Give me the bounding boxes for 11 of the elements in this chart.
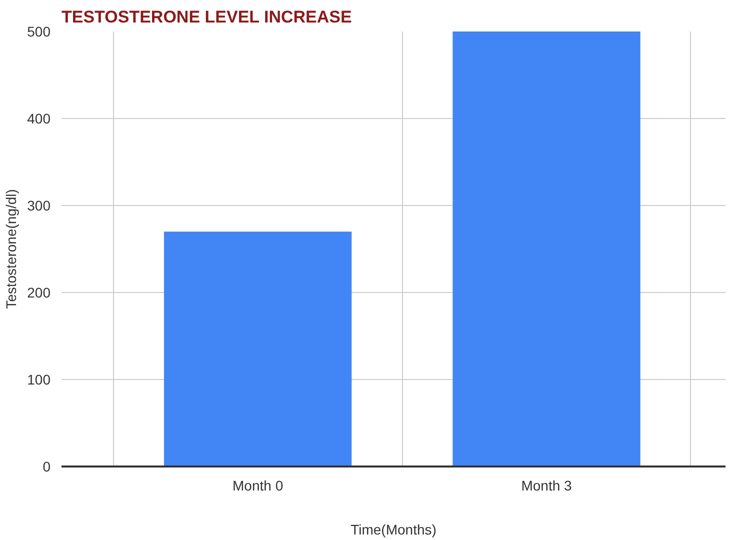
chart-title: TESTOSTERONE LEVEL INCREASE (62, 8, 352, 26)
y-tick-label: 300 (27, 198, 51, 214)
y-tick-label: 500 (27, 24, 51, 40)
y-tick-label: 200 (27, 284, 51, 300)
x-tick-label: Month 0 (232, 478, 284, 494)
x-tick-label: Month 3 (521, 478, 572, 494)
y-tick-label: 400 (27, 110, 51, 126)
x-axis-title: Time(Months) (350, 522, 436, 538)
y-tick-label: 0 (42, 458, 51, 474)
y-axis-title: Testosterone(ng/dl) (3, 189, 20, 309)
y-tick-label: 100 (27, 372, 51, 388)
